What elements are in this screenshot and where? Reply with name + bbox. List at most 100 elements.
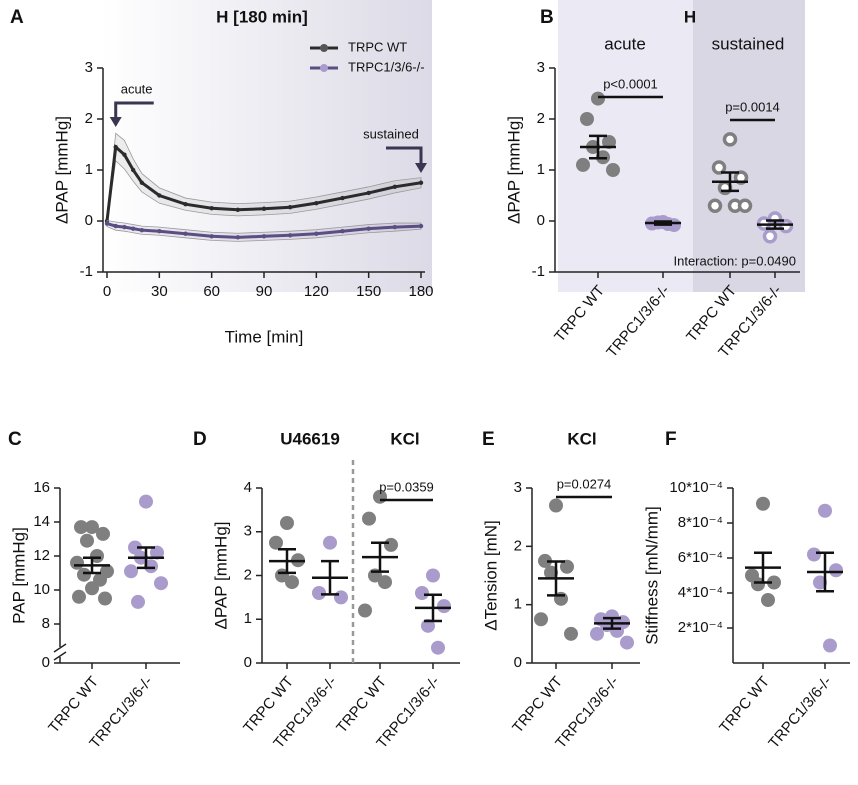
y-tick-label: 8 <box>42 615 50 632</box>
y-tick-label: 3 <box>85 59 93 76</box>
series-point <box>287 233 293 238</box>
series-point <box>104 221 110 226</box>
series-point <box>139 227 145 233</box>
data-point <box>124 564 138 579</box>
y-tick-label: 6*10⁻⁴ <box>678 549 723 566</box>
data-point <box>426 568 440 583</box>
y-tick-label: 0 <box>244 654 252 671</box>
y-axis-label: PAP [mmHg] <box>9 527 28 624</box>
heading: U46619 <box>280 429 340 448</box>
y-tick-label: 3 <box>537 59 545 76</box>
data-point <box>150 545 164 560</box>
data-point <box>767 575 781 590</box>
axis-break-mark <box>53 643 67 653</box>
data-point <box>384 537 398 552</box>
data-point <box>711 160 727 175</box>
series-point <box>122 152 127 157</box>
y-axis-label: ΔPAP [mmHg] <box>504 116 523 224</box>
data-point <box>534 612 548 627</box>
data-point <box>733 170 749 185</box>
data-point <box>538 553 552 568</box>
x-tick-label: TRPC WT <box>716 673 773 736</box>
series-point <box>418 180 424 185</box>
data-point <box>580 112 594 126</box>
x-tick-label: TRPC WT <box>45 673 102 736</box>
data-point <box>334 590 348 605</box>
annotation-arrowhead <box>109 117 122 127</box>
data-point <box>818 503 832 518</box>
series-point <box>113 223 118 229</box>
heading: KCl <box>567 429 596 448</box>
panel-a-background <box>100 0 432 292</box>
data-point <box>813 575 827 590</box>
data-point <box>707 198 723 213</box>
y-tick-label: -1 <box>80 263 93 280</box>
sem-band <box>106 220 422 242</box>
annotation-arrowhead <box>415 163 427 173</box>
data-point <box>77 567 91 582</box>
data-point <box>564 626 578 641</box>
series-point <box>209 234 214 239</box>
series-point <box>157 193 162 198</box>
series-point <box>209 206 214 211</box>
y-axis-label: ΔPAP [mmHg] <box>211 521 230 629</box>
data-point <box>415 586 429 600</box>
data-point <box>85 581 99 596</box>
panel-letter: C <box>8 429 22 450</box>
y-tick-label: 8*10⁻⁴ <box>678 514 723 531</box>
sustained-background <box>693 0 805 292</box>
panel-letter: E <box>482 429 495 450</box>
series-point <box>418 223 424 229</box>
data-point <box>722 132 738 147</box>
x-axis-label: Time [min] <box>225 327 304 346</box>
section-label: acute <box>604 34 646 53</box>
data-point <box>807 547 821 562</box>
x-tick-label: 0 <box>103 283 111 300</box>
x-tick-label: 120 <box>304 283 329 300</box>
y-tick-label: 4 <box>244 479 252 496</box>
series-point <box>157 229 162 234</box>
data-point <box>576 157 590 172</box>
panel-letter: B <box>540 7 554 28</box>
data-point <box>431 640 445 655</box>
series-point <box>392 224 398 230</box>
data-point <box>756 496 770 511</box>
data-point <box>829 563 843 578</box>
y-axis-label: ΔTension [mN] <box>481 520 500 631</box>
data-point <box>96 526 110 541</box>
data-point <box>323 535 337 550</box>
series-point <box>139 180 145 185</box>
y-tick-label: 2 <box>537 110 545 127</box>
data-point <box>737 198 753 213</box>
data-point <box>421 618 435 633</box>
legend-label: TRPC1/3/6-/- <box>348 59 425 74</box>
data-point <box>280 516 294 530</box>
y-tick-label: 0 <box>537 212 545 229</box>
y-tick-label: 1 <box>244 610 252 627</box>
chart-title: H <box>684 7 696 26</box>
data-point <box>378 575 392 590</box>
data-point <box>602 134 616 149</box>
data-point <box>590 626 604 641</box>
data-point <box>285 575 299 590</box>
data-point <box>90 549 104 563</box>
y-tick-label: 0 <box>514 654 522 671</box>
y-tick-label: 1 <box>85 161 93 178</box>
sem-band <box>106 132 422 224</box>
y-tick-label: 0 <box>85 212 93 229</box>
panel-letter: D <box>193 429 207 450</box>
legend-label: TRPC WT <box>348 39 407 54</box>
x-tick-label: 90 <box>256 283 273 300</box>
y-tick-label: 3 <box>514 479 522 496</box>
data-point <box>762 229 778 244</box>
y-tick-label: 1 <box>514 596 522 613</box>
series-point <box>130 167 136 173</box>
series-line <box>106 222 422 239</box>
axis-break-mark <box>53 651 67 661</box>
series-point <box>366 226 371 231</box>
p-value: p=0.0274 <box>557 476 612 491</box>
x-tick-label: 150 <box>356 283 381 300</box>
annotation-arrow <box>386 146 423 166</box>
data-point <box>823 638 837 653</box>
